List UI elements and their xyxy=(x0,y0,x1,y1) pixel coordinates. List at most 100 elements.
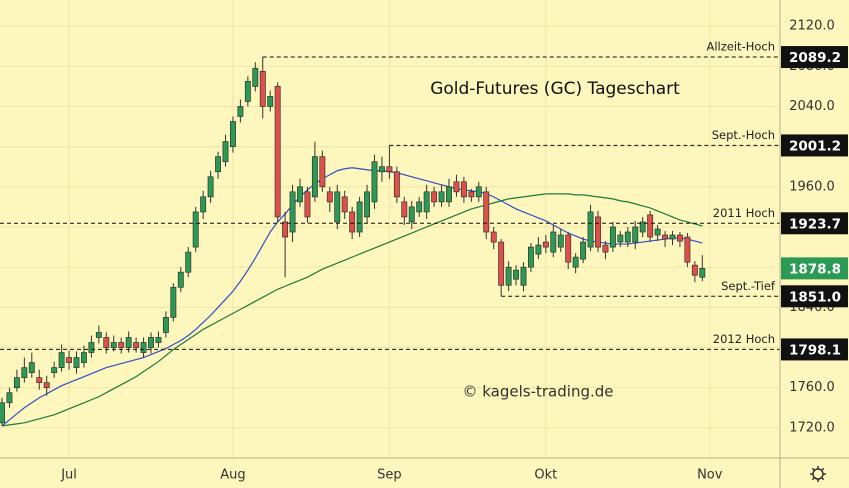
candle-body xyxy=(349,211,356,233)
candle-body xyxy=(498,241,505,286)
candle-body xyxy=(252,67,259,87)
candle-body xyxy=(304,191,311,218)
candle-body xyxy=(647,214,654,238)
level-price-box xyxy=(781,134,848,157)
candle-body xyxy=(520,266,527,286)
candle-body xyxy=(587,211,594,248)
candle-body xyxy=(423,191,430,213)
level-price: 1851.0 xyxy=(789,289,841,305)
candle-body xyxy=(36,377,43,384)
candle-body xyxy=(148,337,154,348)
candle-body xyxy=(51,367,58,373)
x-tick-label: Sep xyxy=(377,468,402,483)
candle-body xyxy=(21,367,28,378)
level-label: 2011 Hoch xyxy=(713,206,775,220)
y-tick-label: 1720.0 xyxy=(789,420,835,435)
candle-body xyxy=(185,251,192,273)
candle-body xyxy=(133,342,140,348)
candle-body xyxy=(207,176,214,198)
candle-body xyxy=(334,191,341,223)
level-price: 1923.7 xyxy=(789,216,841,232)
level-price: 2001.2 xyxy=(789,138,841,154)
candle-body xyxy=(662,234,669,240)
gear-teeth[interactable] xyxy=(810,466,826,482)
candle-body xyxy=(468,191,475,198)
last-price-box xyxy=(781,257,848,280)
candle-body xyxy=(699,268,706,278)
moving-average-line xyxy=(1,167,703,427)
y-tick-label: 1760.0 xyxy=(789,380,835,395)
candle-body xyxy=(371,161,378,203)
candle-body xyxy=(58,352,65,368)
candle-body xyxy=(230,121,236,147)
candle-body xyxy=(43,382,50,389)
candle-body xyxy=(572,256,579,268)
candle-body xyxy=(542,241,549,248)
y-tick-label: 2040.0 xyxy=(789,99,835,114)
candle-body xyxy=(140,342,147,353)
candle-body xyxy=(341,196,348,213)
candle-body xyxy=(267,96,274,107)
candle-body xyxy=(408,206,415,223)
level-price-box xyxy=(781,338,848,361)
candle-body xyxy=(311,156,318,198)
candle-body xyxy=(103,337,110,348)
level-price: 2089.2 xyxy=(789,50,841,66)
candle-body xyxy=(200,196,207,213)
candle-body xyxy=(28,362,35,373)
candle-body xyxy=(393,171,400,198)
candle-body xyxy=(13,377,20,389)
candle-body xyxy=(490,231,497,243)
candle-body xyxy=(595,216,601,248)
candle-body xyxy=(177,271,184,288)
candle-body xyxy=(215,156,221,173)
candle-body xyxy=(401,201,408,218)
candle-body xyxy=(431,191,438,203)
candle-body xyxy=(319,156,326,188)
moving-average-line xyxy=(1,193,703,427)
candle-body xyxy=(95,332,102,338)
candle-body xyxy=(416,201,423,213)
candle-body xyxy=(475,186,482,198)
candle-body xyxy=(505,266,512,286)
candle-body xyxy=(66,357,72,363)
level-label: Allzeit-Hoch xyxy=(706,40,775,54)
level-price: 1798.1 xyxy=(789,342,841,358)
candle-body xyxy=(446,186,452,203)
candle-body xyxy=(274,86,281,218)
candle-body xyxy=(237,106,244,117)
candle-body xyxy=(80,352,87,363)
candle-body xyxy=(170,286,177,318)
level-label: Sept.-Tief xyxy=(721,279,776,293)
candle-body xyxy=(691,264,698,276)
candle-body xyxy=(379,166,385,173)
candle-body xyxy=(356,201,363,233)
candle-body xyxy=(438,191,445,203)
settings-icon[interactable] xyxy=(810,466,826,482)
level-price-box xyxy=(781,46,848,69)
candle-body xyxy=(557,234,564,248)
candle-body xyxy=(259,70,266,107)
level-label: 2012 Hoch xyxy=(713,332,775,346)
candle-body xyxy=(192,211,199,248)
x-tick-label: Nov xyxy=(697,468,723,483)
level-price-box xyxy=(781,285,848,308)
candle-body xyxy=(654,228,661,236)
candle-body xyxy=(162,317,169,333)
candle-body xyxy=(624,231,631,243)
level-label: Sept.-Hoch xyxy=(712,128,775,142)
candle-body xyxy=(125,337,132,348)
candle-body xyxy=(639,221,646,233)
chart-title: Gold-Futures (GC) Tageschart xyxy=(430,79,680,99)
candle-body xyxy=(527,246,534,268)
candle-body xyxy=(535,244,542,255)
candle-body xyxy=(602,244,609,253)
candle-body xyxy=(326,191,333,203)
candle-body xyxy=(669,234,676,240)
candle-body xyxy=(222,141,229,163)
y-tick-label: 1960.0 xyxy=(789,179,835,194)
candle-body xyxy=(460,181,467,198)
candle-body xyxy=(550,231,557,253)
